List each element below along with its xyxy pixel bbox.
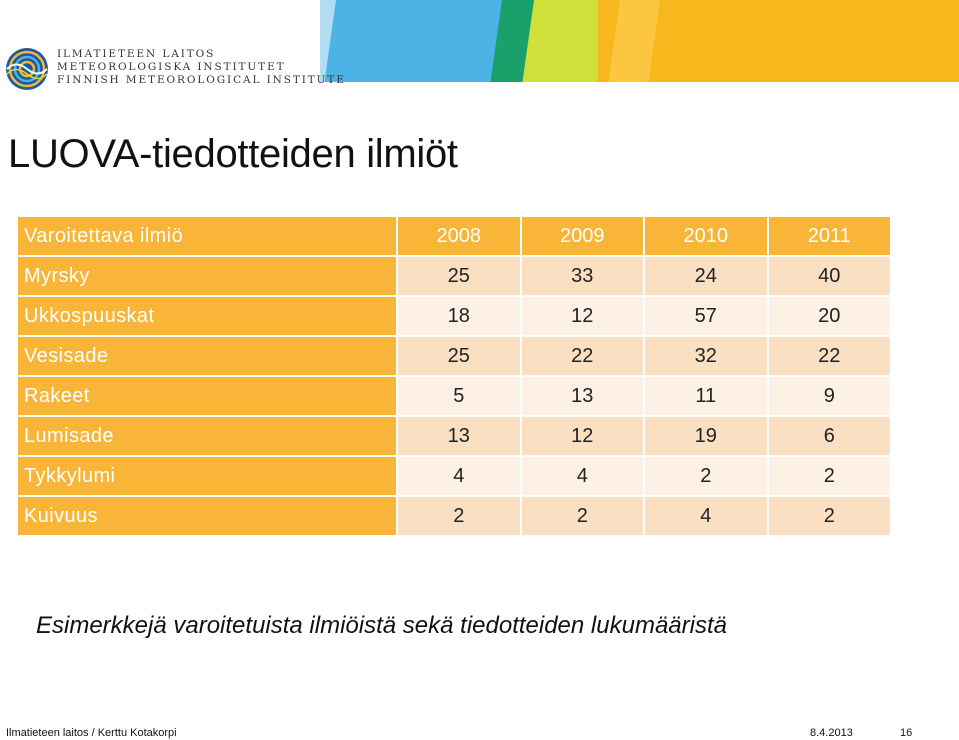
row-label: Tykkylumi <box>18 457 396 497</box>
table-cell: 32 <box>645 337 767 377</box>
table-row: Myrsky 25 33 24 40 <box>18 257 890 297</box>
row-label: Lumisade <box>18 417 396 457</box>
table-row: Ukkospuuskat 18 12 57 20 <box>18 297 890 337</box>
org-line: FINNISH METEOROLOGICAL INSTITUTE <box>57 74 346 86</box>
table-row: Rakeet 5 13 11 9 <box>18 377 890 417</box>
table-cell: 9 <box>768 377 890 417</box>
table-cell: 4 <box>645 497 767 537</box>
table-cell: 22 <box>768 337 890 377</box>
table-cell: 2 <box>768 497 890 537</box>
column-header: 2008 <box>398 217 520 257</box>
phenomena-table: Varoitettava ilmiö 2008 2009 2010 2011 M… <box>16 217 892 537</box>
table-cell: 2 <box>645 457 767 497</box>
table-cell: 20 <box>768 297 890 337</box>
slide-title: LUOVA-tiedotteiden ilmiöt <box>8 132 458 176</box>
table-cell: 40 <box>768 257 890 297</box>
table-cell: 18 <box>398 297 520 337</box>
row-label: Myrsky <box>18 257 396 297</box>
column-header: 2009 <box>521 217 643 257</box>
table-cell: 12 <box>521 297 643 337</box>
table-cell: 22 <box>521 337 643 377</box>
table-cell: 25 <box>398 257 520 297</box>
table-row: Vesisade 25 22 32 22 <box>18 337 890 377</box>
table-cell: 24 <box>645 257 767 297</box>
table-cell: 13 <box>398 417 520 457</box>
table-cell: 57 <box>645 297 767 337</box>
table-cell: 13 <box>521 377 643 417</box>
fmi-logo-icon <box>6 48 48 90</box>
table-cell: 2 <box>398 497 520 537</box>
table-cell: 33 <box>521 257 643 297</box>
table-cell: 25 <box>398 337 520 377</box>
footer-author: Ilmatieteen laitos / Kerttu Kotakorpi <box>6 727 177 739</box>
table-cell: 19 <box>645 417 767 457</box>
column-header: 2010 <box>645 217 767 257</box>
org-line: METEOROLOGISKA INSTITUTET <box>57 61 286 73</box>
row-label: Kuivuus <box>18 497 396 537</box>
table-cell: 6 <box>768 417 890 457</box>
table-cell: 4 <box>521 457 643 497</box>
slide-caption: Esimerkkejä varoitetuista ilmiöistä sekä… <box>36 612 727 639</box>
row-label: Rakeet <box>18 377 396 417</box>
page-number: 16 <box>900 727 913 739</box>
table-row: Kuivuus 2 2 4 2 <box>18 497 890 537</box>
organization-name: ILMATIETEEN LAITOS METEOROLOGISKA INSTIT… <box>57 48 346 87</box>
column-header: Varoitettava ilmiö <box>18 217 396 257</box>
table-cell: 5 <box>398 377 520 417</box>
table-row: Lumisade 13 12 19 6 <box>18 417 890 457</box>
table-cell: 11 <box>645 377 767 417</box>
table-cell: 12 <box>521 417 643 457</box>
header-band <box>598 0 959 82</box>
table-cell: 4 <box>398 457 520 497</box>
header-decoration <box>320 0 959 82</box>
row-label: Ukkospuuskat <box>18 297 396 337</box>
column-header: 2011 <box>768 217 890 257</box>
table-row: Tykkylumi 4 4 2 2 <box>18 457 890 497</box>
table-header-row: Varoitettava ilmiö 2008 2009 2010 2011 <box>18 217 890 257</box>
row-label: Vesisade <box>18 337 396 377</box>
org-line: ILMATIETEEN LAITOS <box>57 48 216 60</box>
table-cell: 2 <box>521 497 643 537</box>
footer-date: 8.4.2013 <box>810 727 853 739</box>
table-cell: 2 <box>768 457 890 497</box>
